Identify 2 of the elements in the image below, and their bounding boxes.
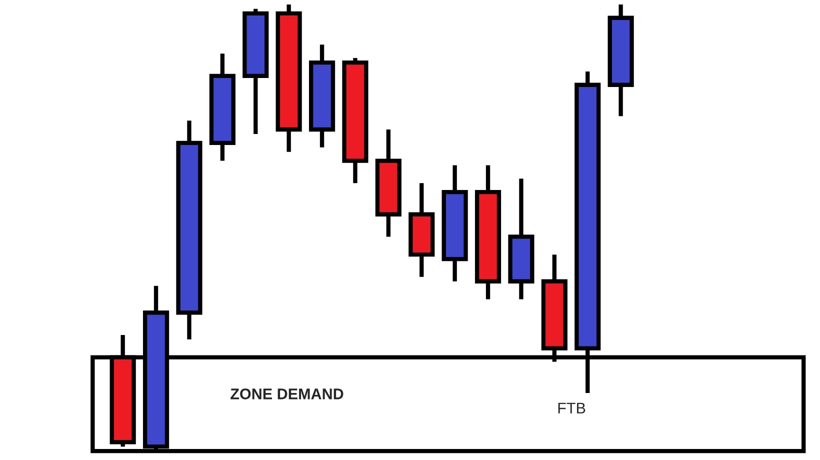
annotation: FTB [558,402,586,414]
band-label: ZONE DEMAND [230,388,344,400]
